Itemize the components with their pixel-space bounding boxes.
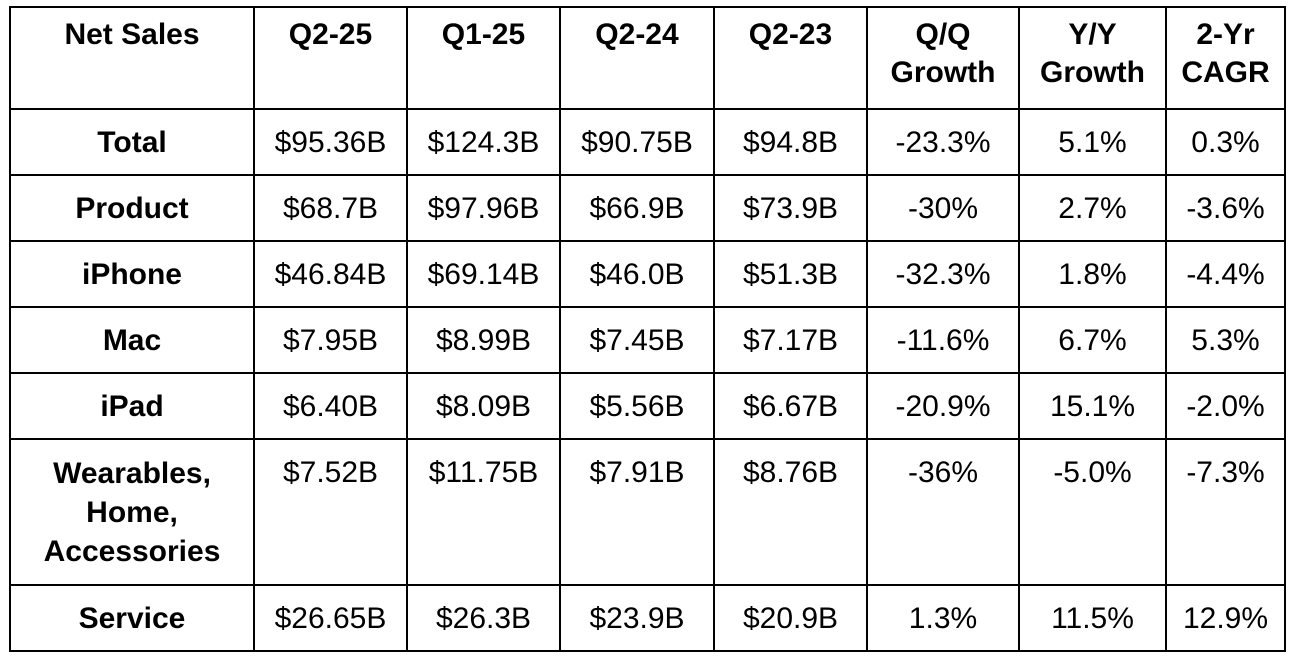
cell-2yr-cagr: 5.3% bbox=[1165, 306, 1286, 374]
cell-q2-23: $20.9B bbox=[713, 584, 868, 652]
cell-q2-24: $66.9B bbox=[559, 174, 715, 242]
header-row: Net Sales Q2-25 Q1-25 Q2-24 Q2-23 Q/Q Gr… bbox=[9, 6, 1286, 110]
row-label-line: iPad bbox=[100, 390, 164, 423]
cell-q2-24: $7.91B bbox=[559, 438, 715, 586]
cell-2yr-cagr: -3.6% bbox=[1165, 174, 1286, 242]
column-header-2yr-cagr: 2-Yr CAGR bbox=[1165, 6, 1286, 110]
row-label: Total bbox=[9, 108, 255, 176]
header-line: CAGR bbox=[1181, 56, 1270, 89]
cell-q2-23: $94.8B bbox=[713, 108, 868, 176]
table-row: Total $95.36B $124.3B $90.75B $94.8B -23.3% 5.… bbox=[9, 108, 1286, 176]
cell-q2-25: $68.7B bbox=[253, 174, 408, 242]
header-line: Q/Q bbox=[915, 18, 971, 51]
cell-yy-growth: 15.1% bbox=[1018, 372, 1167, 440]
column-header-q2-25: Q2-25 bbox=[253, 6, 408, 110]
cell-q1-25: $11.75B bbox=[406, 438, 561, 586]
cell-qq-growth: -36% bbox=[866, 438, 1020, 586]
cell-q1-25: $26.3B bbox=[406, 584, 561, 652]
cell-q2-25: $26.65B bbox=[253, 584, 408, 652]
cell-q2-24: $23.9B bbox=[559, 584, 715, 652]
cell-yy-growth: 6.7% bbox=[1018, 306, 1167, 374]
cell-q2-23: $6.67B bbox=[713, 372, 868, 440]
row-label-line: Home, bbox=[86, 496, 178, 529]
cell-q1-25: $97.96B bbox=[406, 174, 561, 242]
row-label-line: Mac bbox=[102, 324, 162, 357]
column-header-yy-growth: Y/Y Growth bbox=[1018, 6, 1167, 110]
cell-q2-24: $46.0B bbox=[559, 240, 715, 308]
cell-q2-24: $90.75B bbox=[559, 108, 715, 176]
cell-q1-25: $8.99B bbox=[406, 306, 561, 374]
table-row: Mac $7.95B $8.99B $7.45B $7.17B -11.6% 6.7% 5.3… bbox=[9, 306, 1286, 374]
row-label-line: Service bbox=[78, 602, 186, 635]
column-header-net-sales: Net Sales bbox=[9, 6, 255, 110]
cell-q2-25: $7.95B bbox=[253, 306, 408, 374]
cell-qq-growth: -20.9% bbox=[866, 372, 1020, 440]
row-label: Service bbox=[9, 584, 255, 652]
cell-q2-25: $46.84B bbox=[253, 240, 408, 308]
cell-2yr-cagr: 0.3% bbox=[1165, 108, 1286, 176]
cell-q2-23: $7.17B bbox=[713, 306, 868, 374]
cell-q1-25: $69.14B bbox=[406, 240, 561, 308]
row-label-line: iPhone bbox=[81, 258, 182, 291]
cell-yy-growth: 1.8% bbox=[1018, 240, 1167, 308]
table-row: iPhone $46.84B $69.14B $46.0B $51.3B -32.3% 1.… bbox=[9, 240, 1286, 308]
cell-q2-23: $51.3B bbox=[713, 240, 868, 308]
row-label: Product bbox=[9, 174, 255, 242]
row-label: Mac bbox=[9, 306, 255, 374]
cell-qq-growth: -30% bbox=[866, 174, 1020, 242]
cell-q2-25: $95.36B bbox=[253, 108, 408, 176]
cell-q1-25: $124.3B bbox=[406, 108, 561, 176]
net-sales-table: Net Sales Q2-25 Q1-25 Q2-24 Q2-23 Q/Q Gr… bbox=[9, 6, 1286, 652]
cell-q1-25: $8.09B bbox=[406, 372, 561, 440]
cell-qq-growth: -11.6% bbox=[866, 306, 1020, 374]
row-label-line: Total bbox=[97, 126, 167, 159]
cell-qq-growth: 1.3% bbox=[866, 584, 1020, 652]
table-row: Service $26.65B $26.3B $23.9B $20.9B 1.3% 11.5… bbox=[9, 584, 1286, 652]
table-row: Product $68.7B $97.96B $66.9B $73.9B -30% 2.7%… bbox=[9, 174, 1286, 242]
column-header-q2-23: Q2-23 bbox=[713, 6, 868, 110]
row-label-line: Accessories bbox=[43, 535, 221, 568]
header-line: Growth bbox=[1040, 56, 1145, 89]
cell-q2-23: $8.76B bbox=[713, 438, 868, 586]
table-row: iPad $6.40B $8.09B $5.56B $6.67B -20.9% 15.1% -… bbox=[9, 372, 1286, 440]
cell-2yr-cagr: -2.0% bbox=[1165, 372, 1286, 440]
column-header-qq-growth: Q/Q Growth bbox=[866, 6, 1020, 110]
column-header-q2-24: Q2-24 bbox=[559, 6, 715, 110]
cell-q2-25: $6.40B bbox=[253, 372, 408, 440]
row-label-line: Wearables, bbox=[53, 457, 211, 490]
row-label: Wearables, Home, Accessories bbox=[9, 438, 255, 586]
cell-yy-growth: -5.0% bbox=[1018, 438, 1167, 586]
row-label: iPad bbox=[9, 372, 255, 440]
column-header-q1-25: Q1-25 bbox=[406, 6, 561, 110]
cell-qq-growth: -23.3% bbox=[866, 108, 1020, 176]
cell-yy-growth: 2.7% bbox=[1018, 174, 1167, 242]
header-line: 2-Yr bbox=[1196, 18, 1255, 51]
cell-yy-growth: 5.1% bbox=[1018, 108, 1167, 176]
cell-q2-24: $5.56B bbox=[559, 372, 715, 440]
header-line: Y/Y bbox=[1068, 18, 1117, 51]
cell-q2-24: $7.45B bbox=[559, 306, 715, 374]
cell-2yr-cagr: -7.3% bbox=[1165, 438, 1286, 586]
row-label: iPhone bbox=[9, 240, 255, 308]
cell-2yr-cagr: -4.4% bbox=[1165, 240, 1286, 308]
header-line: Growth bbox=[890, 56, 996, 89]
cell-yy-growth: 11.5% bbox=[1018, 584, 1167, 652]
cell-2yr-cagr: 12.9% bbox=[1165, 584, 1286, 652]
table-body: Total $95.36B $124.3B $90.75B $94.8B -23.3% 5.… bbox=[9, 108, 1286, 652]
cell-qq-growth: -32.3% bbox=[866, 240, 1020, 308]
cell-q2-25: $7.52B bbox=[253, 438, 408, 586]
cell-q2-23: $73.9B bbox=[713, 174, 868, 242]
table-row: Wearables, Home, Accessories $7.52B $11.75B $… bbox=[9, 438, 1286, 586]
row-label-line: Product bbox=[75, 192, 189, 225]
